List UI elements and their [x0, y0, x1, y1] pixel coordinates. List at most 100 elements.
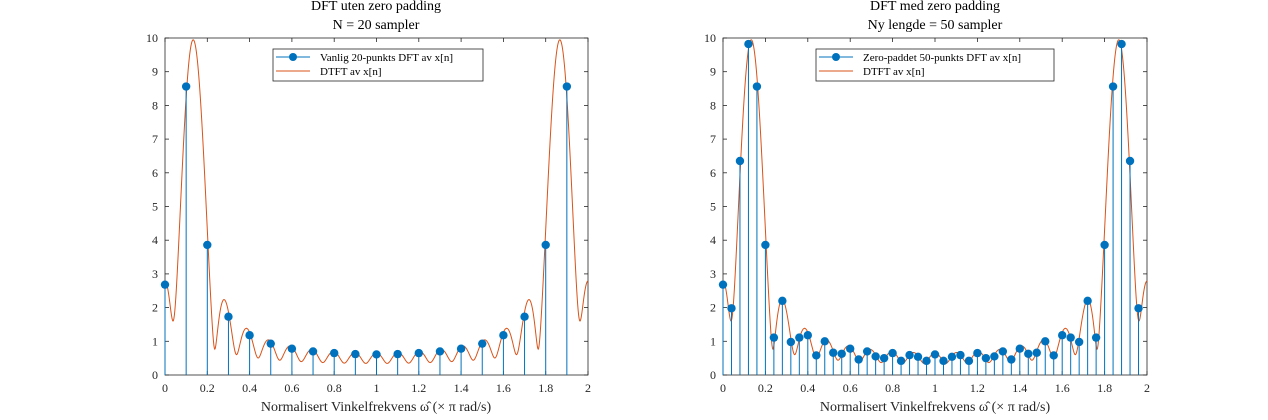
x-tick-label: 0.8 — [327, 381, 342, 395]
legend: Vanlig 20-punkts DFT av x[n] DTFT av x[n… — [272, 48, 484, 82]
y-tick-label: 3 — [152, 267, 158, 281]
stem-marker — [372, 350, 381, 359]
y-tick-label: 8 — [152, 98, 158, 112]
x-tick-label: 0 — [162, 381, 168, 395]
stem-marker — [1058, 331, 1067, 340]
y-tick-label: 10 — [146, 31, 158, 45]
plot-area: 0 0.2 0.4 0.6 0.8 1 1.2 1.4 1.6 1.8 2 0 1 2 3 4 5 6 7 8 9 10 — [704, 31, 1150, 395]
legend-entry-dtft: DTFT av x[n] — [863, 66, 925, 78]
legend: Zero-paddet 50-punkts DFT av x[n] DTFT a… — [815, 48, 1055, 82]
x-tick-label: 0.6 — [284, 381, 299, 395]
stem-marker — [778, 296, 787, 306]
stem-marker — [896, 356, 906, 366]
stem-marker — [1100, 240, 1109, 250]
y-tick-label: 6 — [152, 166, 158, 180]
x-tick-label: 1.6 — [496, 381, 511, 395]
stem-marker — [888, 348, 897, 358]
x-tick-label: 0 — [720, 381, 726, 395]
stem-marker — [1134, 304, 1143, 313]
y-tick-label: 2 — [152, 301, 158, 315]
stem-marker — [330, 348, 339, 358]
stem-marker — [203, 240, 212, 250]
y-tick-label: 3 — [710, 267, 716, 281]
stem-marker — [478, 339, 487, 348]
y-tick-label: 1 — [710, 334, 716, 348]
stem-marker — [1125, 156, 1135, 166]
stem-marker — [913, 352, 923, 362]
stem-marker — [1074, 337, 1084, 347]
y-tick-label: 9 — [710, 65, 716, 79]
stem-marker — [769, 333, 779, 342]
x-tick-label: 1.4 — [454, 381, 469, 395]
x-tick-label: 1.2 — [970, 381, 985, 395]
plot-area: 0 0.2 0.4 0.6 0.8 1 1.2 1.4 1.6 1.8 2 0 1 2 3 4 5 6 7 8 9 10 — [146, 31, 591, 395]
x-tick-label: 1.8 — [538, 381, 553, 395]
chart-right: DFT med zero padding Ny lengde = 50 samp… — [704, 0, 1150, 415]
y-tick-label: 10 — [704, 31, 716, 45]
y-tick-label: 9 — [152, 65, 158, 79]
y-tick-label: 5 — [152, 200, 158, 214]
y-tick-label: 4 — [152, 233, 158, 247]
y-tick-label: 7 — [710, 132, 716, 146]
stem-marker — [520, 312, 529, 321]
stem-marker — [1117, 39, 1126, 49]
stem-marker — [973, 348, 982, 358]
stem-marker — [181, 82, 191, 91]
stem-marker — [1083, 296, 1092, 306]
stem-marker — [1108, 82, 1118, 91]
x-tick-label: 0.8 — [885, 381, 900, 395]
y-tick-label: 0 — [710, 368, 716, 382]
stem-marker — [820, 337, 829, 346]
stem-marker — [752, 82, 762, 91]
stem-marker — [829, 348, 838, 357]
stem-marker — [964, 356, 974, 366]
stem-marker — [435, 347, 445, 356]
stem-marker — [718, 280, 728, 289]
x-tick-label: 1 — [932, 381, 938, 395]
axes-box — [722, 37, 1148, 376]
stem-marker — [803, 331, 812, 340]
stem-marker — [1007, 355, 1016, 364]
chart-title: DFT med zero padding — [870, 0, 1000, 14]
stem-marker — [541, 240, 550, 250]
stem-marker — [795, 333, 804, 342]
stem-marker — [414, 348, 423, 358]
stem-marker — [956, 350, 965, 360]
legend-entry-dtft: DTFT av x[n] — [320, 66, 382, 78]
x-tick-label: 1.2 — [411, 381, 426, 395]
chart-subtitle: Ny lengde = 50 sampler — [868, 18, 1003, 33]
stem-marker — [224, 312, 233, 321]
legend-stem-marker — [289, 53, 297, 61]
stem-marker — [562, 82, 572, 91]
y-tick-label: 6 — [710, 166, 716, 180]
x-axis-label: Normalisert Vinkelfrekvens ω̂ (× π rad/s… — [820, 400, 1051, 415]
stem-marker — [1015, 344, 1024, 353]
stem-marker — [1091, 333, 1101, 342]
stem-marker — [287, 344, 297, 353]
stem-marker — [947, 352, 957, 362]
stem-marker — [998, 347, 1008, 356]
stem-marker — [981, 353, 991, 363]
stem-marker — [160, 280, 170, 289]
stem-marker — [990, 352, 999, 361]
dtft-line — [722, 39, 1148, 364]
stem-marker — [837, 349, 846, 358]
chart-title: DFT uten zero padding — [311, 0, 441, 14]
y-tick-label: 0 — [152, 368, 158, 382]
chart-subtitle: N = 20 sampler — [333, 18, 420, 33]
stem-marker — [854, 355, 863, 364]
stem-marker — [308, 347, 318, 356]
stem-marker — [499, 331, 508, 340]
stem-marker — [266, 339, 275, 348]
x-tick-label: 1.8 — [1097, 381, 1112, 395]
stem-marker — [761, 240, 770, 250]
legend-box — [272, 48, 484, 82]
stem-marker — [351, 349, 360, 359]
stem-marker — [871, 352, 880, 361]
x-tick-label: 2 — [585, 381, 591, 395]
stem-marker — [245, 331, 254, 340]
stem-marker — [735, 156, 745, 166]
stem-marker — [939, 356, 948, 366]
x-tick-label: 1.6 — [1055, 381, 1070, 395]
